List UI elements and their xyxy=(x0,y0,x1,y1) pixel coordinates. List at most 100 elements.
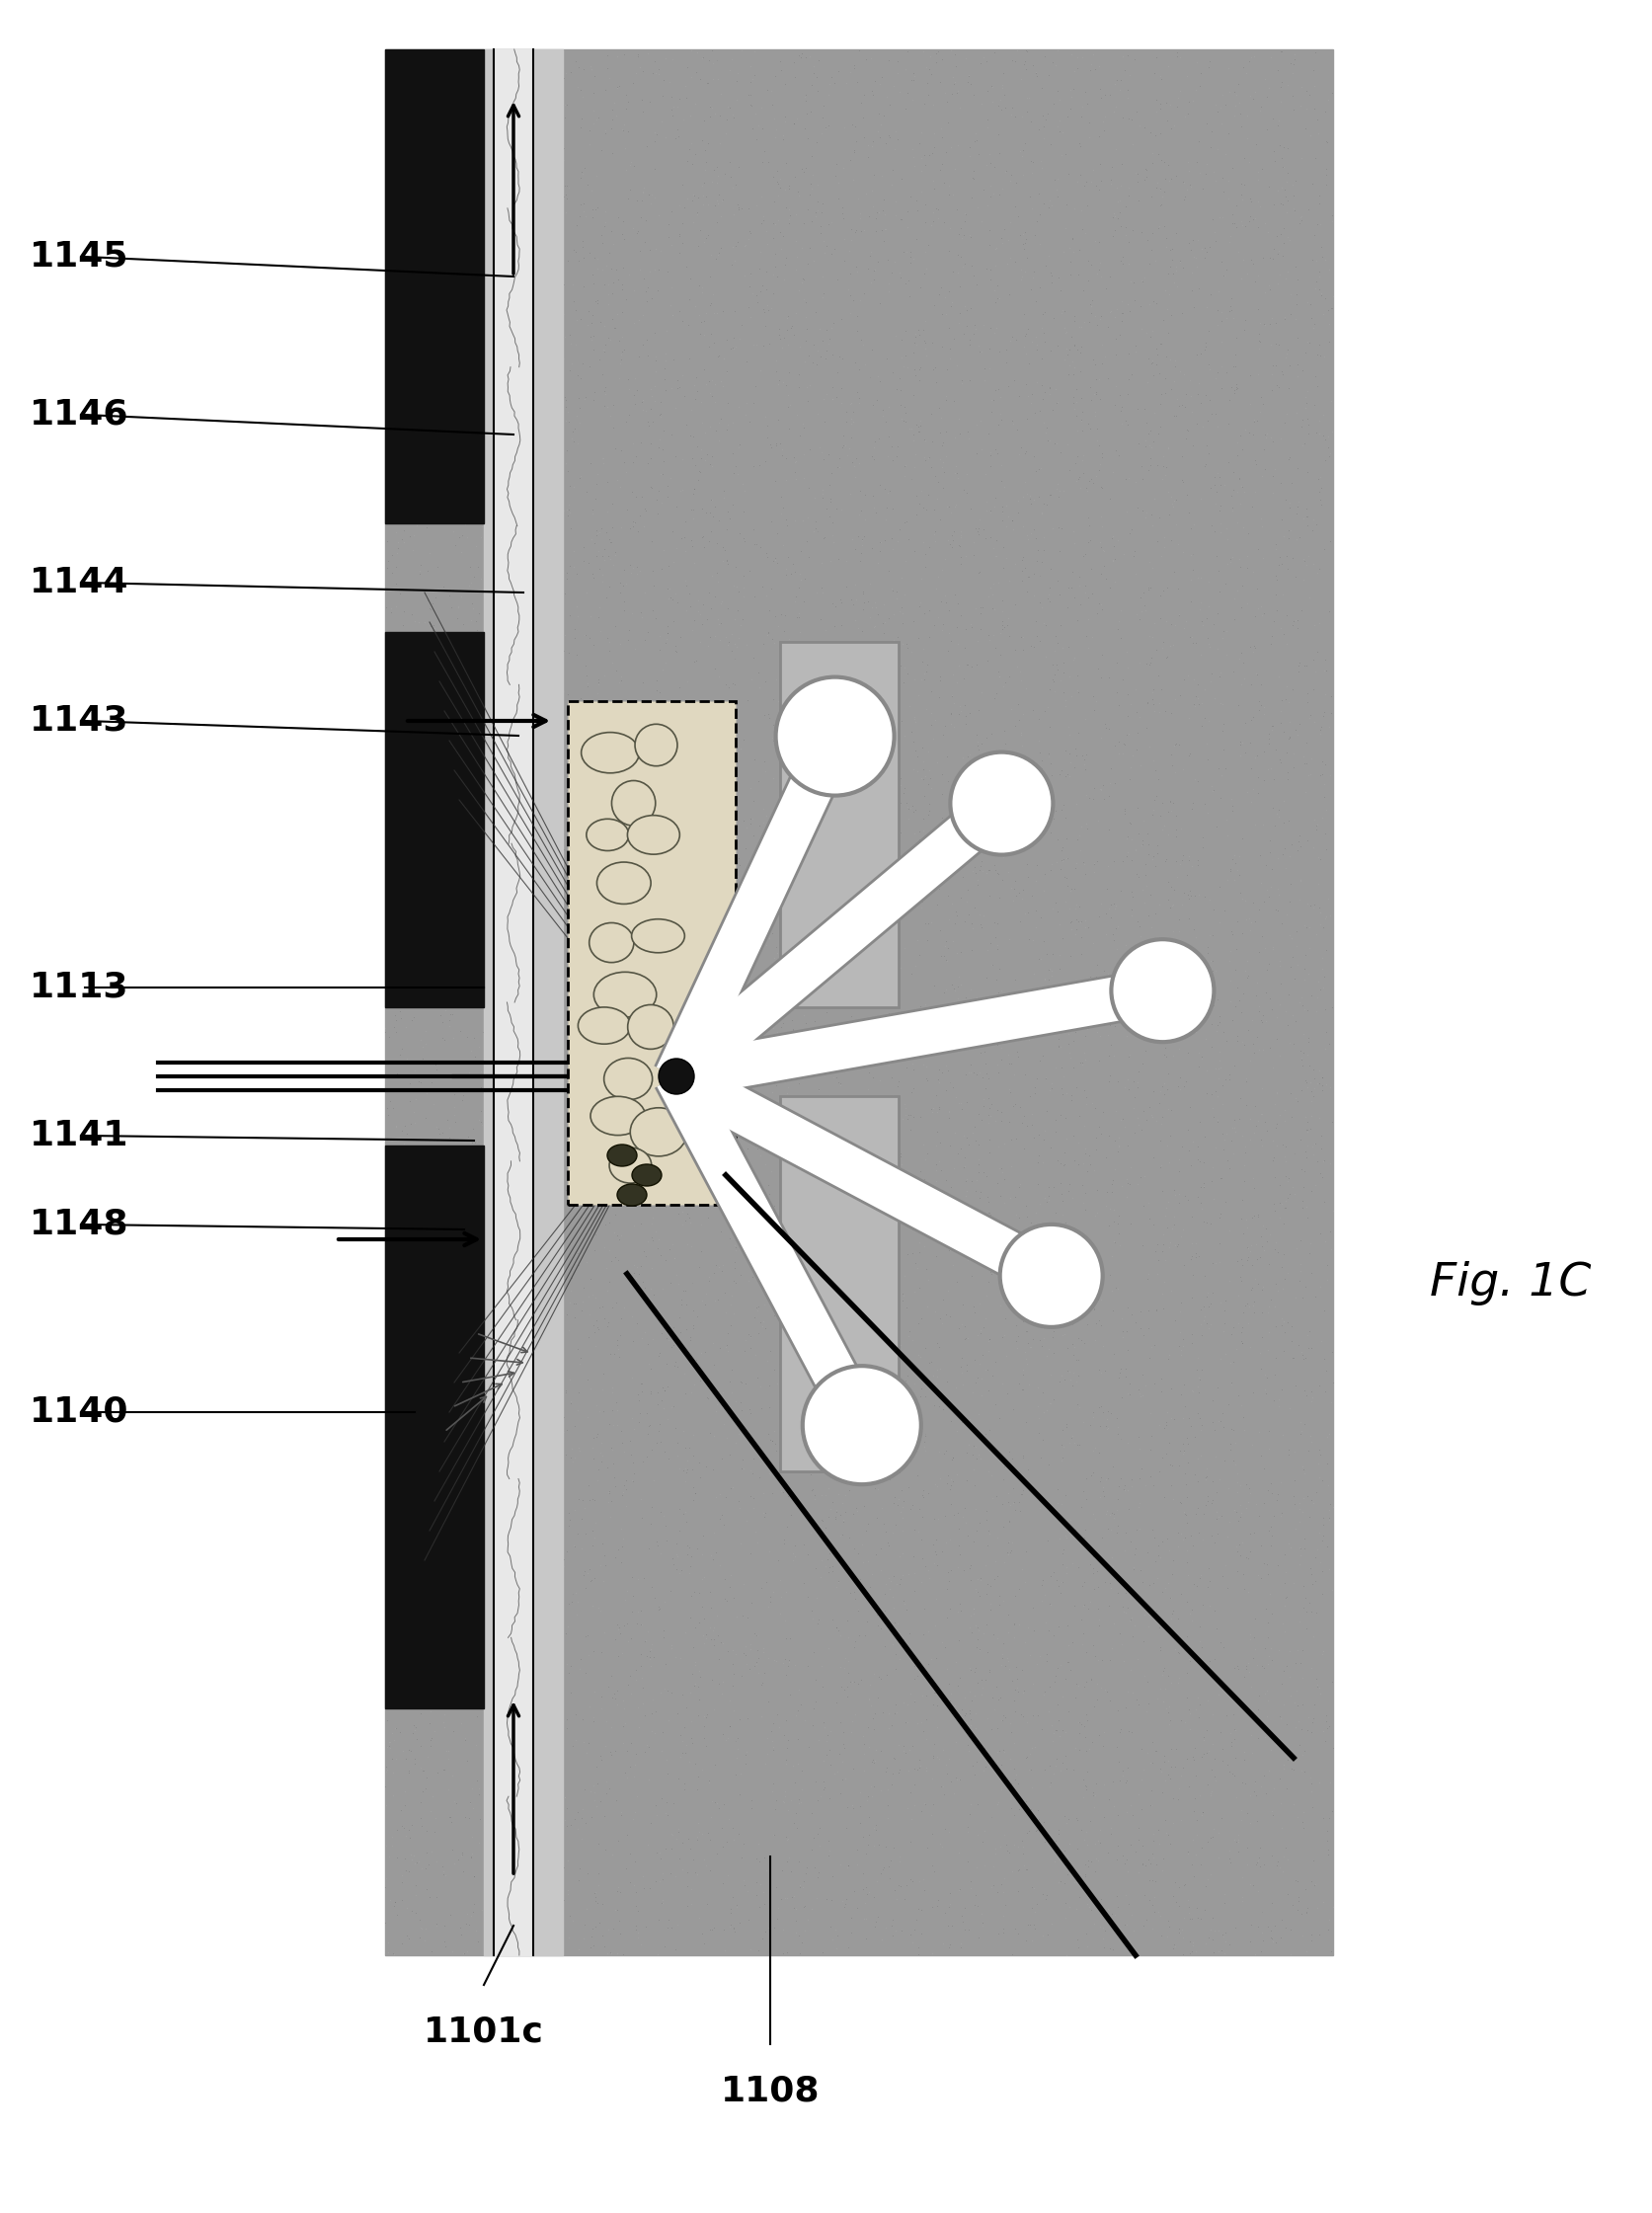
Point xyxy=(694,66,720,102)
Point xyxy=(395,841,421,876)
Point xyxy=(682,644,709,679)
Point xyxy=(484,1038,510,1073)
Point xyxy=(400,1000,426,1036)
Point xyxy=(862,819,889,854)
Point xyxy=(1008,259,1034,294)
Point xyxy=(771,923,798,958)
Point xyxy=(1231,1164,1257,1199)
Point xyxy=(861,609,887,644)
Point xyxy=(406,1919,433,1954)
Point xyxy=(423,1843,449,1879)
Point xyxy=(847,1140,874,1175)
Point xyxy=(975,1454,1001,1489)
Point xyxy=(1318,989,1345,1025)
Point xyxy=(1032,487,1059,522)
Point xyxy=(899,463,925,498)
Point xyxy=(947,416,973,451)
Point xyxy=(904,872,930,907)
Point xyxy=(689,274,715,310)
Point xyxy=(1151,1607,1178,1642)
Point xyxy=(1110,1467,1137,1503)
Point xyxy=(1036,476,1062,511)
Point xyxy=(1148,1525,1175,1560)
Point xyxy=(611,821,638,856)
Point xyxy=(1269,682,1295,717)
Point xyxy=(722,549,748,584)
Point xyxy=(677,522,704,558)
Point xyxy=(583,1463,610,1498)
Point xyxy=(1028,969,1054,1005)
Point xyxy=(1113,834,1140,870)
Point xyxy=(1108,1315,1135,1350)
Point xyxy=(425,381,451,416)
Point xyxy=(695,775,722,810)
Point xyxy=(624,372,651,407)
Point xyxy=(833,1447,859,1483)
Point xyxy=(672,1038,699,1073)
Point xyxy=(990,788,1016,823)
Point xyxy=(666,1762,692,1797)
Point xyxy=(801,195,828,230)
Point xyxy=(451,1799,477,1835)
Point xyxy=(862,496,889,531)
Point xyxy=(1049,788,1075,823)
Point xyxy=(778,310,805,345)
Point xyxy=(846,1562,872,1598)
Point xyxy=(497,224,524,259)
Point xyxy=(1008,252,1034,288)
Point xyxy=(1039,1724,1066,1759)
Point xyxy=(672,80,699,115)
Point xyxy=(375,622,401,657)
Point xyxy=(562,978,588,1014)
Point xyxy=(909,474,935,509)
Point xyxy=(1257,1281,1284,1317)
Point xyxy=(1256,1029,1282,1064)
Point xyxy=(905,832,932,867)
Point xyxy=(847,536,874,571)
Point xyxy=(591,115,618,150)
Point xyxy=(641,339,667,374)
Point xyxy=(1307,1436,1333,1472)
Point xyxy=(441,73,468,108)
Point xyxy=(401,741,428,777)
Point xyxy=(961,1695,988,1731)
Point xyxy=(684,197,710,232)
Point xyxy=(854,1542,881,1578)
Point xyxy=(758,502,785,538)
Point xyxy=(553,1872,580,1908)
Point xyxy=(874,1801,900,1837)
Point xyxy=(1037,958,1064,994)
Point xyxy=(694,1697,720,1733)
Point xyxy=(938,657,965,693)
Point xyxy=(582,792,608,828)
Point xyxy=(957,217,983,252)
Point xyxy=(778,1080,805,1115)
Point xyxy=(628,746,654,781)
Point xyxy=(1274,1007,1300,1042)
Point xyxy=(519,463,545,498)
Point xyxy=(497,1281,524,1317)
Point xyxy=(1216,852,1242,887)
Point xyxy=(785,744,811,779)
Point xyxy=(1117,898,1143,934)
Point xyxy=(514,1666,540,1702)
Point xyxy=(965,502,991,538)
Point xyxy=(841,108,867,144)
Point xyxy=(1117,1602,1143,1638)
Point xyxy=(425,635,451,671)
Point xyxy=(509,1695,535,1731)
Point xyxy=(1046,575,1072,611)
Point xyxy=(1133,1261,1160,1297)
Point xyxy=(695,730,722,766)
Point xyxy=(1092,1463,1118,1498)
Point xyxy=(1039,664,1066,699)
Point xyxy=(426,40,453,75)
Point xyxy=(707,401,733,436)
Point xyxy=(905,1306,932,1341)
Point xyxy=(689,491,715,527)
Point xyxy=(920,1357,947,1392)
Point xyxy=(1242,1109,1269,1144)
Point xyxy=(1246,1830,1272,1866)
Point xyxy=(502,1777,529,1812)
Point xyxy=(615,1007,641,1042)
